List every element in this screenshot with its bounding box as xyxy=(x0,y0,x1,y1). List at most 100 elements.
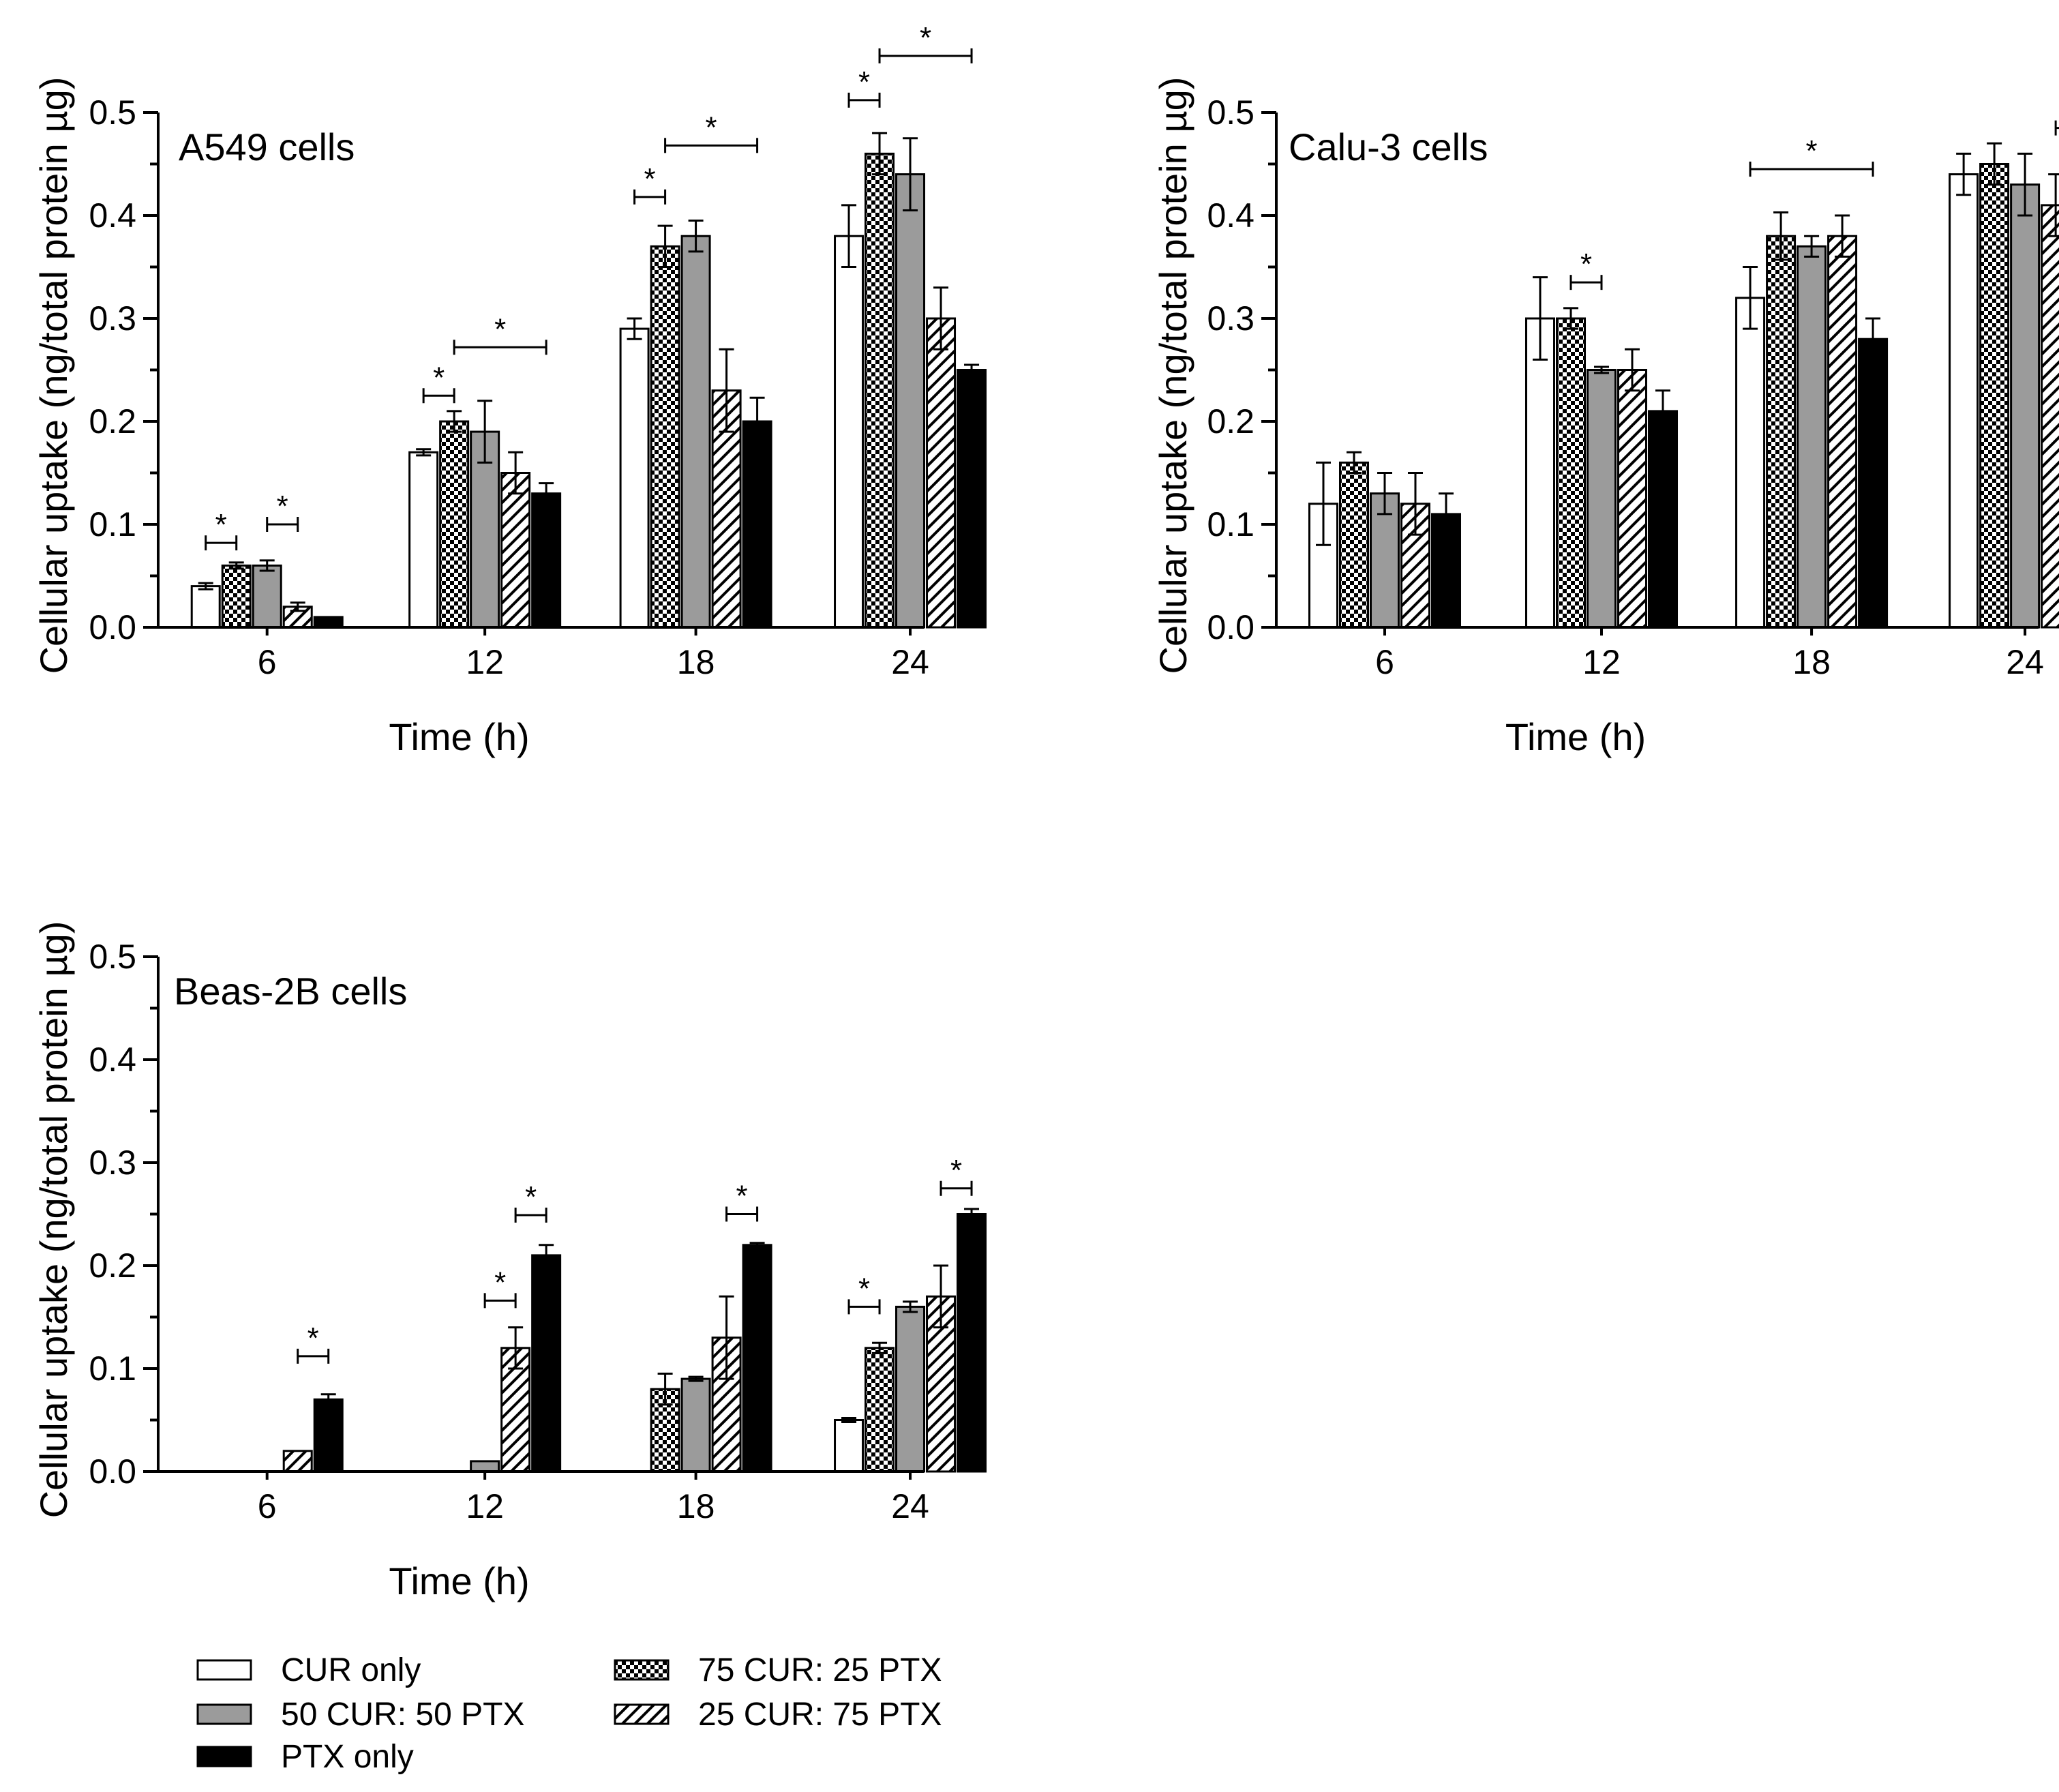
error-bar xyxy=(1439,492,1454,536)
bar xyxy=(895,173,926,629)
y-axis-label: Cellular uptake (ng/total protein µg) xyxy=(1152,77,1194,674)
legend-item: CUR only xyxy=(196,1652,421,1688)
significance-bracket: * xyxy=(633,162,667,205)
legend-label: PTX only xyxy=(281,1739,414,1775)
error-bar xyxy=(749,1242,765,1249)
x-tick-label: 12 xyxy=(466,643,504,681)
error-bar xyxy=(1594,365,1610,374)
x-tick-label: 24 xyxy=(2006,643,2044,681)
bar xyxy=(680,1377,711,1473)
legend-label: 75 CUR: 25 PTX xyxy=(698,1652,942,1688)
bar xyxy=(2010,183,2041,629)
error-bar xyxy=(1956,152,1972,196)
error-bar xyxy=(2017,152,2033,217)
significance-asterisk: * xyxy=(950,1154,962,1187)
legend-label: CUR only xyxy=(281,1652,421,1688)
error-bar xyxy=(416,448,432,457)
error-bar xyxy=(539,1244,554,1267)
significance-bracket: * xyxy=(483,1266,517,1309)
legend-item: 50 CUR: 50 PTX xyxy=(196,1697,524,1733)
bar xyxy=(1979,163,2010,629)
bar xyxy=(865,152,895,629)
x-axis-label: Time (h) xyxy=(389,715,529,758)
bar xyxy=(742,420,772,629)
error-bar xyxy=(1773,211,1789,261)
error-bar xyxy=(627,317,642,340)
error-bar xyxy=(539,482,554,505)
significance-bracket: * xyxy=(1749,134,1874,177)
error-bar xyxy=(841,1416,857,1424)
bar xyxy=(190,585,221,629)
error-bar xyxy=(290,601,305,612)
chart-beas2b: 6 12 18 24 * * * * * * 0.0 0.1 0.2 0.3 0.4 0.5 Beas-2B c… xyxy=(32,921,987,1602)
significance-bracket: * xyxy=(1569,248,1603,290)
bar xyxy=(1858,338,1889,629)
bar xyxy=(1370,492,1400,629)
legend-swatch xyxy=(196,1659,252,1681)
bar xyxy=(742,1244,772,1473)
significance-asterisk: * xyxy=(706,110,717,144)
x-tick-label: 18 xyxy=(677,643,715,681)
bar xyxy=(926,317,957,629)
x-tick-label: 24 xyxy=(891,643,929,681)
legend-swatch xyxy=(196,1746,252,1767)
bar xyxy=(1766,235,1797,629)
error-bar xyxy=(872,132,888,176)
error-bar xyxy=(933,286,949,350)
bar xyxy=(1797,245,1827,629)
significance-asterisk: * xyxy=(433,361,445,394)
legend: CUR only 75 CUR: 25 PTX 50 CUR: 50 PTX 25 C… xyxy=(196,1652,942,1775)
chart-title: Calu-3 cells xyxy=(1289,125,1488,168)
y-tick-label: 0.3 xyxy=(1207,299,1254,338)
bar xyxy=(680,235,711,629)
error-bar xyxy=(1563,307,1579,330)
y-tick-label: 0.3 xyxy=(89,299,136,338)
bar xyxy=(1556,317,1587,629)
legend-label: 25 CUR: 75 PTX xyxy=(698,1697,942,1733)
bar xyxy=(408,451,439,629)
significance-asterisk: * xyxy=(1580,248,1592,281)
legend-swatch xyxy=(196,1703,252,1725)
bar xyxy=(221,564,252,629)
bar xyxy=(957,1213,987,1473)
error-bar xyxy=(657,224,673,268)
chart-title: A549 cells xyxy=(179,125,355,168)
bar xyxy=(470,1460,500,1473)
significance-bracket: * xyxy=(725,1180,759,1222)
bar xyxy=(1648,410,1679,629)
significance-bracket: * xyxy=(847,1272,881,1315)
significance-bracket: * xyxy=(847,65,881,108)
bar xyxy=(2041,204,2059,629)
y-tick-label: 0.5 xyxy=(89,93,136,132)
bar xyxy=(865,1347,895,1473)
significance-bracket: * xyxy=(878,21,973,63)
legend-swatch xyxy=(614,1659,670,1681)
significance-asterisk: * xyxy=(920,21,931,55)
error-bar xyxy=(1408,472,1424,536)
x-tick-label: 24 xyxy=(891,1487,929,1525)
error-bar xyxy=(1377,472,1393,516)
error-bar xyxy=(841,204,857,268)
significance-asterisk: * xyxy=(215,508,227,541)
bar xyxy=(1339,461,1370,629)
legend-item: 75 CUR: 25 PTX xyxy=(614,1652,942,1688)
error-bar xyxy=(447,410,462,433)
bar xyxy=(470,430,500,629)
error-bar xyxy=(933,1264,949,1329)
significance-asterisk: * xyxy=(858,65,870,99)
chart-a549: 6 12 18 24 * * * * * * * * 0.0 0.1 0.2 0.3 0.4 0.5 A549 ce… xyxy=(32,21,987,758)
bar xyxy=(531,492,562,629)
error-bar xyxy=(1743,266,1758,330)
legend-label: 50 CUR: 50 PTX xyxy=(281,1697,524,1733)
y-tick-label: 0.4 xyxy=(1207,196,1254,235)
y-axis-label: Cellular uptake (ng/total protein µg) xyxy=(32,77,75,674)
x-tick-label: 6 xyxy=(258,1487,277,1525)
y-tick-label: 0.0 xyxy=(89,608,136,646)
bar xyxy=(619,327,650,629)
significance-asterisk: * xyxy=(307,1321,319,1355)
y-tick-label: 0.0 xyxy=(89,1452,136,1491)
bar xyxy=(1827,235,1858,629)
significance-bracket: * xyxy=(2054,120,2059,136)
significance-bracket: * xyxy=(422,361,455,404)
bar xyxy=(1587,369,1617,629)
